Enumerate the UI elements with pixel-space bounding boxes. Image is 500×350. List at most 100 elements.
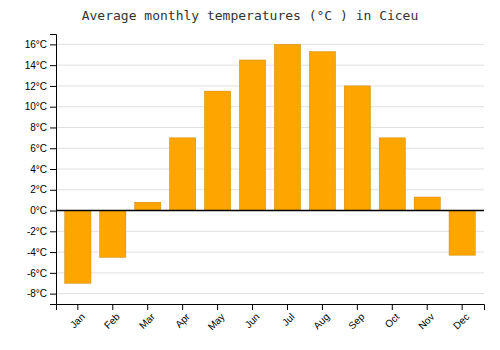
y-tick: 12°C bbox=[25, 81, 56, 92]
grid-line bbox=[56, 44, 484, 45]
x-tick: Jun bbox=[243, 304, 262, 330]
x-tick: Jan bbox=[68, 304, 87, 330]
x-tick-label: Mar bbox=[137, 311, 157, 331]
y-tick-mark bbox=[50, 169, 56, 170]
grid bbox=[56, 44, 484, 293]
x-tick-label: Aug bbox=[311, 311, 331, 331]
x-tick-mark bbox=[252, 304, 253, 310]
y-tick-label: -6°C bbox=[27, 268, 47, 279]
x-tick-mark bbox=[287, 304, 288, 310]
bar bbox=[135, 202, 161, 210]
bar bbox=[239, 60, 265, 211]
x-tick: Feb bbox=[102, 304, 122, 331]
x-tick-mark bbox=[462, 304, 463, 310]
y-tick: -4°C bbox=[27, 247, 56, 258]
x-tick: Aug bbox=[311, 304, 331, 331]
grid-line bbox=[56, 272, 484, 273]
y-tick-label: 16°C bbox=[25, 39, 47, 50]
y-tick-mark bbox=[50, 65, 56, 66]
x-tick-mark bbox=[392, 304, 393, 310]
y-tick-label: 8°C bbox=[30, 122, 47, 133]
y-tick-label: 4°C bbox=[30, 164, 47, 175]
grid-line bbox=[56, 189, 484, 190]
title: Average monthly temperatures (°C ) in Ci… bbox=[82, 8, 419, 23]
y-tick-mark bbox=[50, 148, 56, 149]
grid-line bbox=[56, 85, 484, 86]
y-tick-label: -8°C bbox=[27, 288, 47, 299]
y-tick: 8°C bbox=[30, 122, 56, 133]
y-tick-mark bbox=[50, 252, 56, 253]
y-tick-mark bbox=[50, 44, 56, 45]
zero-line bbox=[56, 210, 484, 212]
x-tick: Sep bbox=[346, 304, 367, 331]
bar bbox=[449, 211, 475, 256]
x-axis: Jan Feb Mar Apr May Jun Jul Aug Sep Oct Nov Dec bbox=[57, 304, 485, 332]
x-tick-label: Nov bbox=[416, 311, 436, 331]
bar bbox=[344, 86, 370, 211]
grid-line bbox=[56, 65, 484, 66]
x-tick-label: Oct bbox=[383, 311, 402, 330]
x-tick: Dec bbox=[451, 304, 471, 331]
y-tick-label: -4°C bbox=[27, 247, 47, 258]
y-axis-line bbox=[50, 35, 57, 305]
x-tick: Nov bbox=[416, 304, 436, 331]
y-tick: 14°C bbox=[25, 60, 56, 71]
x-tick-mark bbox=[357, 304, 358, 310]
y-tick: 10°C bbox=[25, 101, 56, 112]
x-tick-mark bbox=[147, 304, 148, 310]
y-tick: -6°C bbox=[27, 268, 56, 279]
plot: -8°C -6°C -4°C -2°C 0°C 2°C 4°C 6°C 8°C 10°C 12°C 1… bbox=[25, 35, 485, 333]
y-tick-mark bbox=[50, 107, 56, 108]
x-tick: May bbox=[206, 304, 227, 332]
chart: Average monthly temperatures (°C ) in Ci… bbox=[0, 0, 500, 350]
x-tick-mark bbox=[77, 304, 78, 310]
x-tick-label: May bbox=[206, 311, 227, 332]
grid-line bbox=[56, 210, 484, 211]
y-tick: 2°C bbox=[30, 184, 56, 195]
bar bbox=[414, 197, 440, 211]
x-tick: Jul bbox=[280, 304, 297, 328]
x-tick: Oct bbox=[383, 304, 402, 330]
x-tick-label: Jun bbox=[243, 311, 262, 330]
x-tick-mark bbox=[322, 304, 323, 310]
y-tick-mark bbox=[50, 273, 56, 274]
grid-line bbox=[56, 127, 484, 128]
bars bbox=[56, 44, 484, 283]
x-tick-mark bbox=[112, 304, 113, 310]
y-tick: 6°C bbox=[30, 143, 56, 154]
y-tick-mark bbox=[50, 127, 56, 128]
bar bbox=[309, 52, 335, 211]
y-tick-mark bbox=[50, 211, 56, 212]
y-axis: -8°C -6°C -4°C -2°C 0°C 2°C 4°C 6°C 8°C 10°C 12°C 1… bbox=[25, 35, 57, 305]
x-tick: Apr bbox=[173, 304, 192, 330]
y-tick-label: -2°C bbox=[27, 226, 47, 237]
bar bbox=[170, 138, 196, 211]
x-tick-label: Apr bbox=[173, 311, 192, 330]
x-axis-line bbox=[57, 305, 485, 311]
bar bbox=[100, 211, 126, 258]
y-tick-mark bbox=[50, 86, 56, 87]
grid-line bbox=[56, 293, 484, 294]
y-tick: -2°C bbox=[27, 226, 56, 237]
bar bbox=[379, 138, 405, 211]
x-tick-label: Jul bbox=[280, 311, 297, 328]
x-tick-label: Jan bbox=[68, 311, 87, 330]
y-tick: 16°C bbox=[25, 39, 56, 50]
y-tick-label: 6°C bbox=[30, 143, 47, 154]
y-tick-label: 2°C bbox=[30, 184, 47, 195]
x-tick-label: Dec bbox=[451, 311, 471, 331]
bar bbox=[204, 91, 230, 210]
y-tick: 0°C bbox=[30, 205, 56, 216]
y-tick: -8°C bbox=[27, 288, 56, 299]
y-tick-label: 0°C bbox=[30, 205, 47, 216]
y-tick-label: 12°C bbox=[25, 81, 47, 92]
x-tick-mark bbox=[217, 304, 218, 310]
y-tick-label: 14°C bbox=[25, 60, 47, 71]
bar bbox=[274, 44, 300, 210]
y-tick-mark bbox=[50, 294, 56, 295]
y-tick-mark bbox=[50, 231, 56, 232]
grid-line bbox=[56, 169, 484, 170]
x-tick-label: Sep bbox=[346, 311, 367, 332]
bar bbox=[65, 211, 91, 284]
x-tick: Mar bbox=[137, 304, 157, 331]
